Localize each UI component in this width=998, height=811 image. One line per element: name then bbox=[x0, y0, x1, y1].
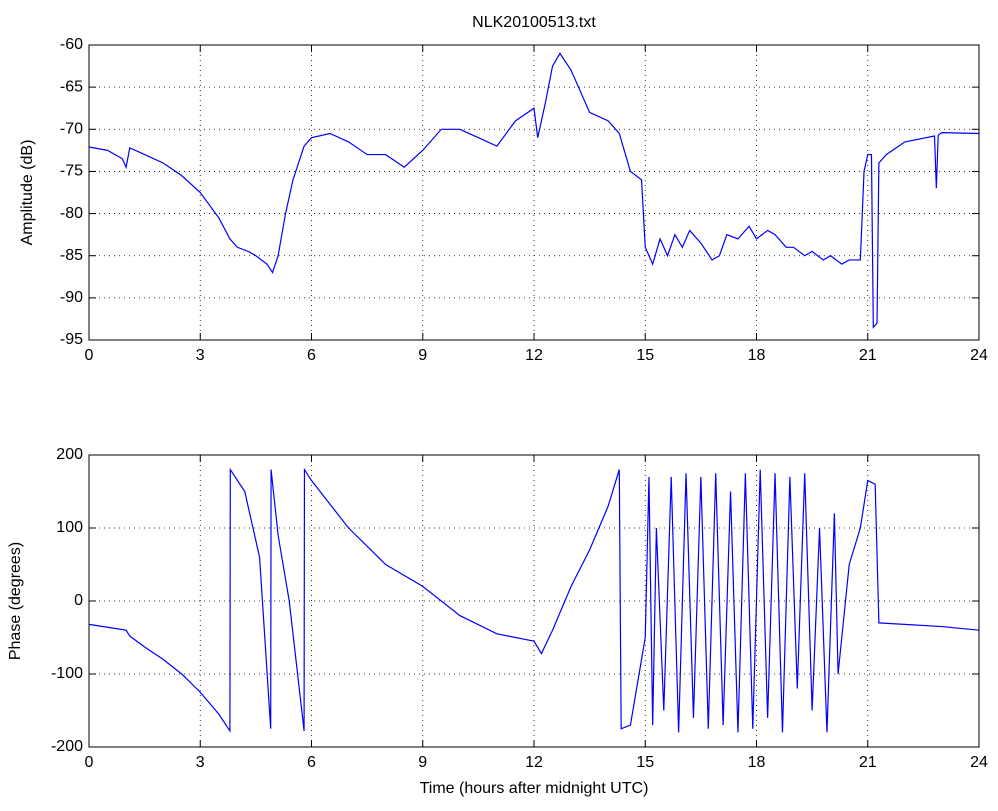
y-axis-label: Phase (degrees) bbox=[7, 542, 24, 660]
y-tick-label: -100 bbox=[51, 665, 83, 682]
axes-box bbox=[88, 44, 980, 341]
y-tick-label: -90 bbox=[60, 289, 83, 306]
x-tick-label: 3 bbox=[196, 347, 205, 364]
y-tick-label: -70 bbox=[60, 121, 83, 138]
x-tick-label: 3 bbox=[196, 754, 205, 771]
y-tick-label: -65 bbox=[60, 78, 83, 95]
y-tick-label: -200 bbox=[51, 738, 83, 755]
x-tick-label: 0 bbox=[85, 754, 94, 771]
axes-box bbox=[88, 454, 980, 748]
data-line bbox=[88, 467, 980, 733]
y-tick-label: 200 bbox=[56, 446, 83, 463]
y-axis-label: Amplitude (dB) bbox=[19, 140, 36, 246]
x-tick-label: 9 bbox=[418, 347, 427, 364]
y-tick-label: -95 bbox=[60, 331, 83, 348]
y-tick-label: -85 bbox=[60, 247, 83, 264]
chart-title: NLK20100513.txt bbox=[472, 14, 596, 31]
x-tick-label: 24 bbox=[970, 754, 988, 771]
x-tick-label: 21 bbox=[859, 754, 877, 771]
x-tick-label: 12 bbox=[525, 754, 543, 771]
y-tick-label: -60 bbox=[60, 36, 83, 53]
x-tick-label: 12 bbox=[525, 347, 543, 364]
y-tick-label: -75 bbox=[60, 163, 83, 180]
y-tick-label: 100 bbox=[56, 519, 83, 536]
x-tick-label: 24 bbox=[970, 347, 988, 364]
y-tick-label: -80 bbox=[60, 205, 83, 222]
x-tick-label: 9 bbox=[418, 754, 427, 771]
y-tick-label: 0 bbox=[74, 592, 83, 609]
x-tick-label: 15 bbox=[636, 347, 654, 364]
x-tick-label: 15 bbox=[636, 754, 654, 771]
x-tick-label: 6 bbox=[307, 754, 316, 771]
data-line bbox=[88, 52, 980, 329]
x-tick-label: 0 bbox=[85, 347, 94, 364]
x-tick-label: 18 bbox=[748, 754, 766, 771]
x-tick-label: 21 bbox=[859, 347, 877, 364]
x-tick-label: 6 bbox=[307, 347, 316, 364]
x-axis-label: Time (hours after midnight UTC) bbox=[420, 780, 649, 797]
x-tick-label: 18 bbox=[748, 347, 766, 364]
